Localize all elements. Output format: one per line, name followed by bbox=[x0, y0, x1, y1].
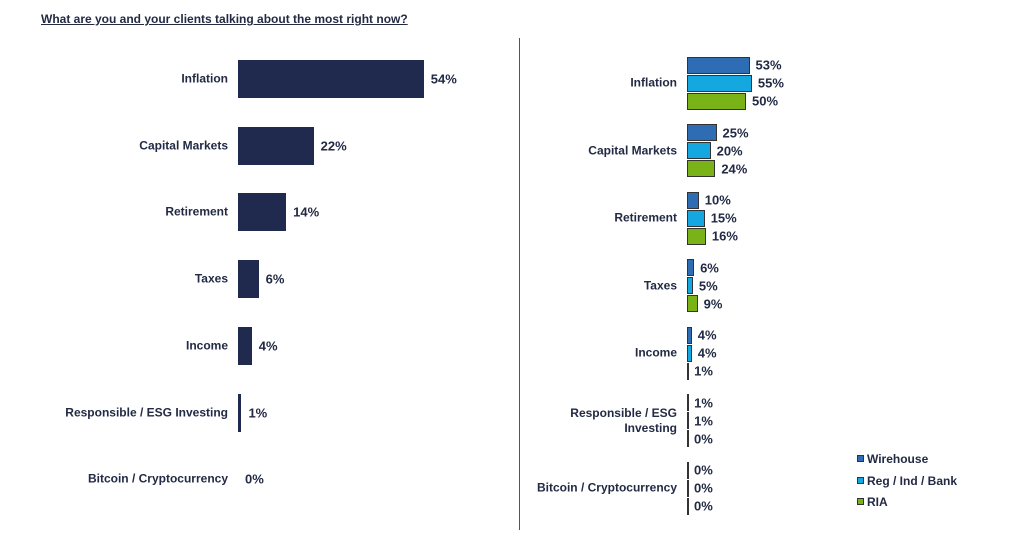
category-label: Responsible / ESG Investing bbox=[65, 405, 228, 419]
bar bbox=[238, 60, 424, 98]
value-label: 4% bbox=[258, 338, 278, 354]
category-label: Income bbox=[634, 345, 677, 360]
value-label: 0% bbox=[694, 480, 713, 496]
bar bbox=[687, 227, 706, 245]
chart-title: What are you and your clients talking ab… bbox=[41, 12, 408, 26]
category-label: Taxes bbox=[194, 271, 228, 286]
value-label: 10% bbox=[704, 192, 731, 208]
bar bbox=[687, 56, 750, 74]
value-label: 1% bbox=[694, 363, 713, 379]
bar bbox=[687, 191, 699, 209]
bar bbox=[238, 126, 314, 165]
value-label: 0% bbox=[245, 471, 264, 487]
value-label: 24% bbox=[721, 161, 748, 176]
value-label: 15% bbox=[710, 210, 737, 226]
value-label: 25% bbox=[722, 125, 749, 140]
bar bbox=[238, 260, 259, 299]
bar bbox=[687, 124, 717, 141]
bar bbox=[687, 497, 689, 515]
legend-label: Wirehouse bbox=[867, 452, 929, 466]
bar bbox=[687, 326, 692, 344]
bar bbox=[687, 344, 692, 362]
bar bbox=[687, 160, 716, 177]
bar bbox=[687, 209, 705, 227]
value-label: 55% bbox=[757, 75, 784, 91]
category-label: Capital Markets bbox=[588, 143, 677, 157]
bar bbox=[687, 92, 746, 110]
category-label: Responsible / ESG Investing bbox=[570, 405, 677, 435]
category-label: Taxes bbox=[643, 278, 677, 292]
value-label: 5% bbox=[698, 278, 718, 293]
bar bbox=[687, 461, 689, 479]
bar bbox=[687, 74, 752, 92]
category-label: Retirement bbox=[614, 210, 677, 225]
bar bbox=[238, 393, 242, 432]
value-label: 6% bbox=[700, 260, 719, 275]
value-label: 6% bbox=[265, 271, 285, 287]
value-label: 9% bbox=[703, 296, 723, 311]
category-label: Bitcoin / Cryptocurrency bbox=[536, 480, 677, 495]
legend-swatch bbox=[857, 498, 864, 505]
bar bbox=[687, 430, 689, 447]
value-label: 4% bbox=[697, 327, 717, 343]
value-label: 16% bbox=[711, 228, 738, 244]
value-label: 0% bbox=[694, 498, 713, 514]
value-label: 0% bbox=[694, 462, 713, 478]
value-label: 22% bbox=[320, 138, 347, 154]
value-label: 50% bbox=[752, 93, 779, 109]
legend-label: RIA bbox=[867, 495, 888, 509]
value-label: 1% bbox=[694, 395, 713, 410]
bar bbox=[687, 412, 689, 429]
legend-swatch bbox=[857, 455, 864, 462]
category-label: Inflation bbox=[630, 75, 677, 90]
bar bbox=[238, 193, 287, 232]
category-label: Income bbox=[185, 338, 228, 353]
value-label: 14% bbox=[293, 204, 320, 220]
value-label: 4% bbox=[697, 345, 717, 361]
divider bbox=[519, 38, 520, 530]
value-label: 1% bbox=[248, 405, 268, 420]
value-label: 1% bbox=[694, 413, 713, 428]
legend-label: Reg / Ind / Bank bbox=[867, 473, 958, 488]
bar bbox=[687, 394, 689, 411]
category-label: Bitcoin / Cryptocurrency bbox=[87, 471, 228, 486]
value-label: 53% bbox=[755, 57, 782, 73]
bar bbox=[687, 277, 693, 294]
category-label: Retirement bbox=[165, 204, 228, 219]
bar bbox=[687, 259, 695, 276]
bar bbox=[687, 295, 698, 312]
bar bbox=[687, 142, 711, 159]
legend-swatch bbox=[857, 476, 864, 484]
category-label: Inflation bbox=[181, 71, 228, 86]
bar bbox=[687, 362, 689, 380]
value-label: 20% bbox=[716, 143, 743, 158]
bar bbox=[238, 326, 252, 365]
value-label: 0% bbox=[694, 431, 713, 446]
category-label: Capital Markets bbox=[139, 138, 228, 153]
value-label: 54% bbox=[430, 71, 457, 87]
bar bbox=[687, 479, 689, 497]
